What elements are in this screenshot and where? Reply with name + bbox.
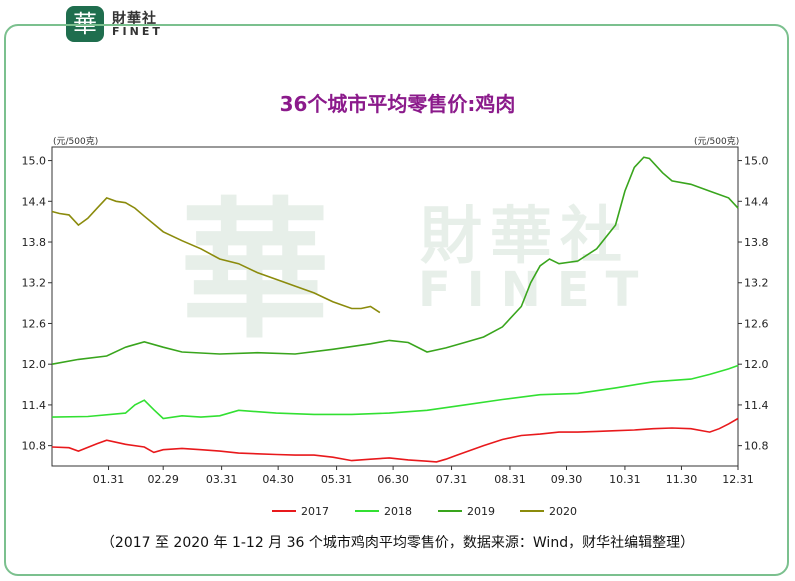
chart-caption: （2017 至 2020 年 1-12 月 36 个城市鸡肉平均零售价，数据来源… [100,535,695,551]
y-tick-label-right: 12.6 [744,317,769,330]
x-tick-label: 08.31 [494,473,526,486]
y-tick-label-left: 13.2 [22,277,47,290]
y-tick-label-right: 13.2 [744,277,769,290]
x-tick-label: 06.30 [377,473,409,486]
y-tick-label-left: 10.8 [22,440,47,453]
y-tick-label-left: 12.6 [22,317,47,330]
y-tick-label-left: 13.8 [22,236,47,249]
legend-label-2018: 2018 [384,505,412,518]
watermark-name-cn: 財華社 [420,199,631,272]
y-axis-unit-left: (元/500克) [53,137,99,147]
y-tick-label-right: 10.8 [744,440,769,453]
y-axis-unit-right: (元/500克) [694,137,740,147]
brand-name-cn: 財華社 [112,11,157,27]
x-tick-label: 09.30 [551,473,583,486]
series-line-2020 [51,196,381,314]
legend-label-2017: 2017 [301,505,329,518]
brand-name-en: FINET [112,25,163,38]
y-tick-label-right: 12.0 [744,358,769,371]
x-tick-label: 11.30 [666,473,698,486]
x-tick-label: 02.29 [147,473,179,486]
series-line-2018 [51,364,739,420]
chart-title: 36个城市平均零售价:鸡肉 [279,92,516,116]
x-tick-label: 01.31 [93,473,125,486]
y-tick-label-left: 11.4 [22,399,47,412]
y-tick-label-left: 15.0 [22,155,47,168]
y-tick-label-left: 14.4 [22,195,47,208]
x-tick-label: 12.31 [722,473,754,486]
legend-label-2020: 2020 [549,505,577,518]
series-line-2019 [51,156,739,365]
x-tick-label: 05.31 [321,473,353,486]
y-tick-label-right: 15.0 [744,155,769,168]
x-tick-label: 04.30 [262,473,294,486]
plot-area-border [51,146,739,467]
chart-frame [4,24,789,576]
y-tick-label-right: 14.4 [744,195,769,208]
x-tick-label: 07.31 [436,473,468,486]
y-tick-label-right: 13.8 [744,236,769,249]
series-line-2017 [51,417,739,463]
y-tick-label-right: 11.4 [744,399,769,412]
x-tick-label: 03.31 [206,473,238,486]
y-tick-label-left: 12.0 [22,358,47,371]
x-tick-label: 10.31 [609,473,641,486]
legend-label-2019: 2019 [467,505,495,518]
